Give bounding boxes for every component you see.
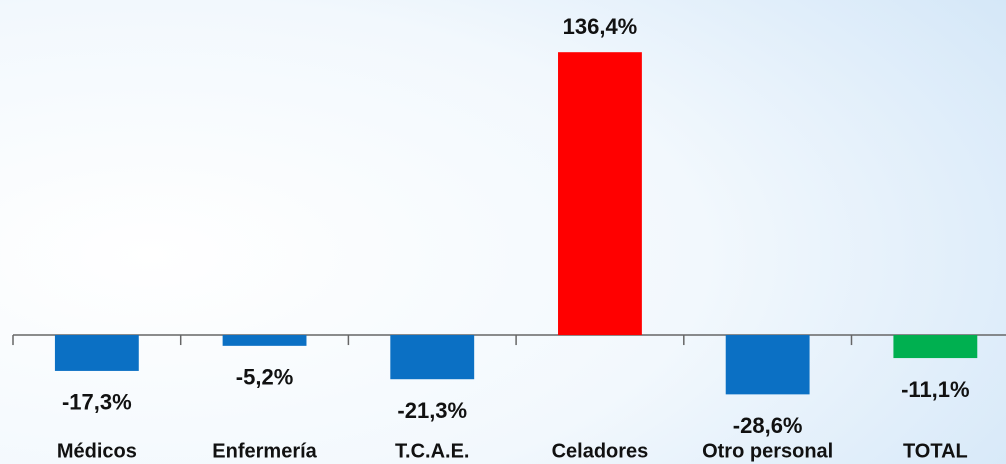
x-tick-label: Celadores: [552, 440, 649, 462]
value-label: -28,6%: [733, 413, 803, 438]
bar: [725, 335, 810, 395]
bar: [893, 335, 978, 359]
bar: [558, 52, 642, 336]
value-label: 136,4%: [563, 14, 638, 39]
x-tick-label: Enfermería: [212, 440, 317, 462]
value-label: -21,3%: [397, 398, 467, 423]
x-tick-label: T.C.A.E.: [395, 440, 469, 462]
value-label: -17,3%: [62, 390, 132, 415]
x-tick-label: Otro personal: [702, 440, 833, 462]
x-tick-label: TOTAL: [903, 440, 968, 462]
bar: [390, 335, 475, 380]
value-label: -5,2%: [236, 365, 293, 390]
bar: [222, 335, 307, 346]
x-tick-label: Médicos: [57, 440, 137, 462]
bar: [54, 335, 139, 371]
value-label: -11,1%: [901, 377, 970, 402]
